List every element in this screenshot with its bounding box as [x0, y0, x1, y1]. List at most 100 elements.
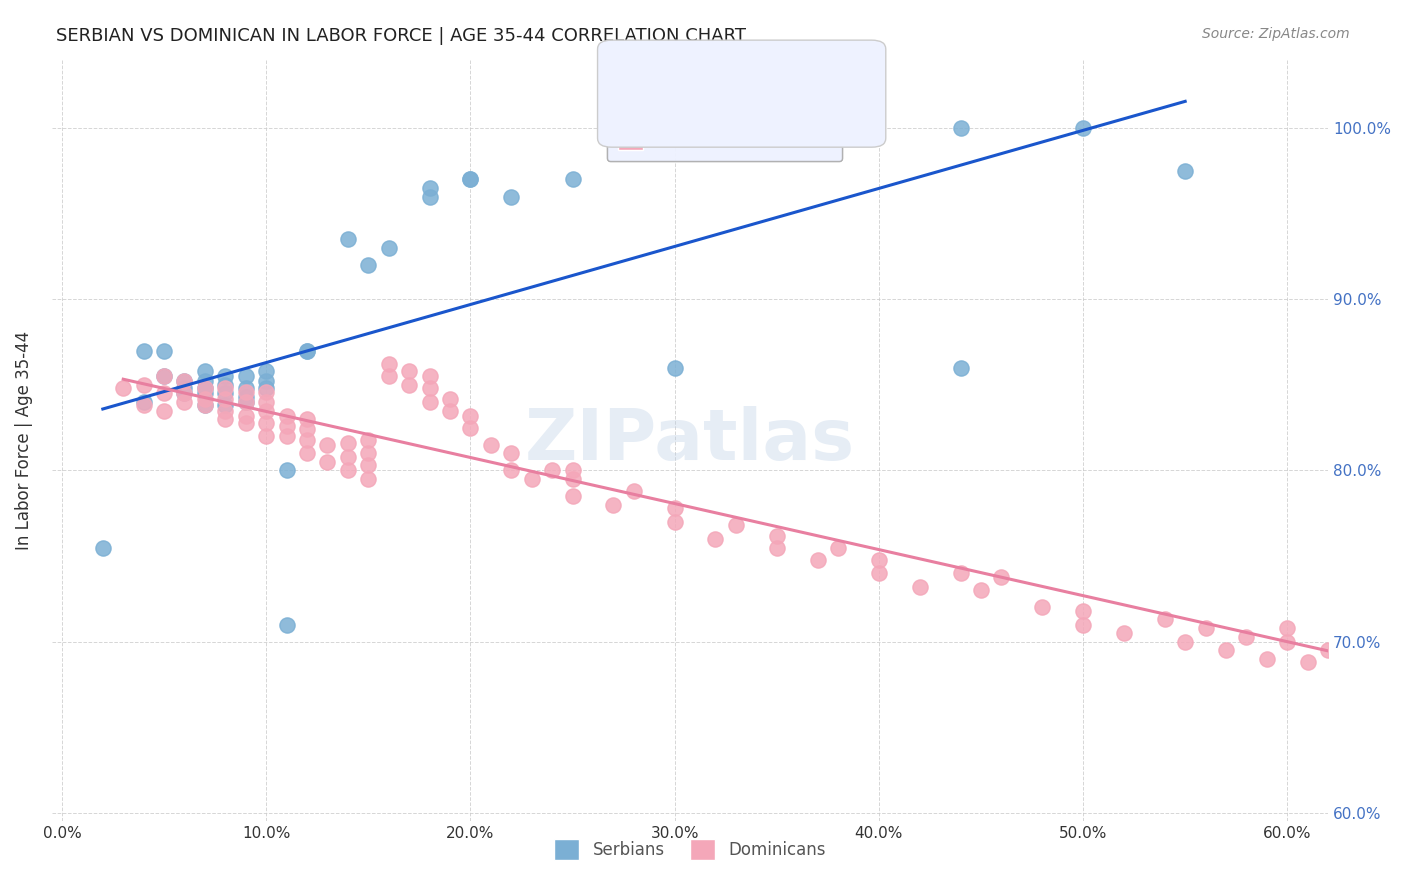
Point — [235, 384, 257, 399]
Point — [419, 181, 441, 195]
Point — [1296, 655, 1319, 669]
Point — [724, 518, 747, 533]
Point — [214, 386, 236, 401]
Point — [1174, 634, 1197, 648]
Point — [1194, 621, 1216, 635]
Point — [254, 403, 277, 417]
Point — [398, 364, 420, 378]
Point — [173, 375, 195, 389]
Point — [194, 399, 217, 413]
Point — [316, 438, 339, 452]
Point — [254, 375, 277, 389]
Point — [153, 343, 176, 358]
Point — [295, 412, 318, 426]
Point — [153, 386, 176, 401]
Point — [235, 369, 257, 384]
Point — [520, 472, 543, 486]
Point — [623, 483, 645, 498]
Point — [377, 357, 399, 371]
Legend: R =  0.474   N =  43, R = -0.104   N = 101: R = 0.474 N = 43, R = -0.104 N = 101 — [607, 91, 842, 161]
Point — [765, 541, 787, 555]
Point — [214, 399, 236, 413]
Point — [194, 386, 217, 401]
Point — [173, 375, 195, 389]
Point — [664, 360, 686, 375]
Point — [235, 390, 257, 404]
Point — [194, 375, 217, 389]
Point — [194, 381, 217, 395]
Point — [214, 377, 236, 392]
Point — [132, 343, 155, 358]
Point — [254, 395, 277, 409]
Point — [214, 369, 236, 384]
Point — [132, 399, 155, 413]
Text: ZIPatlas: ZIPatlas — [524, 406, 855, 475]
Point — [602, 498, 624, 512]
Point — [501, 446, 523, 460]
Point — [214, 412, 236, 426]
Point — [254, 416, 277, 430]
Point — [541, 463, 564, 477]
Point — [235, 395, 257, 409]
Point — [1153, 612, 1175, 626]
Point — [827, 541, 849, 555]
Point — [194, 392, 217, 406]
Point — [1174, 164, 1197, 178]
Point — [419, 189, 441, 203]
Point — [235, 416, 257, 430]
Point — [254, 384, 277, 399]
Point — [194, 399, 217, 413]
Point — [91, 541, 114, 555]
Point — [214, 403, 236, 417]
Point — [295, 343, 318, 358]
Point — [1317, 643, 1340, 657]
Point — [419, 395, 441, 409]
Point — [254, 381, 277, 395]
Point — [254, 364, 277, 378]
Point — [460, 409, 482, 423]
Point — [970, 583, 993, 598]
Point — [868, 552, 890, 566]
Point — [276, 617, 298, 632]
Point — [1378, 648, 1400, 663]
Point — [377, 369, 399, 384]
Point — [1277, 621, 1299, 635]
Point — [439, 403, 461, 417]
Point — [479, 438, 502, 452]
Point — [1277, 634, 1299, 648]
Point — [194, 381, 217, 395]
Point — [1071, 617, 1094, 632]
Point — [561, 172, 583, 186]
Text: SERBIAN VS DOMINICAN IN LABOR FORCE | AGE 35-44 CORRELATION CHART: SERBIAN VS DOMINICAN IN LABOR FORCE | AG… — [56, 27, 747, 45]
Point — [295, 422, 318, 436]
Point — [765, 528, 787, 542]
Point — [1337, 660, 1360, 674]
Point — [501, 189, 523, 203]
Point — [235, 395, 257, 409]
Point — [295, 343, 318, 358]
Y-axis label: In Labor Force | Age 35-44: In Labor Force | Age 35-44 — [15, 331, 32, 550]
Point — [336, 463, 359, 477]
Point — [316, 455, 339, 469]
Point — [1215, 643, 1237, 657]
Point — [235, 381, 257, 395]
Point — [173, 386, 195, 401]
Point — [336, 450, 359, 464]
Point — [153, 403, 176, 417]
Point — [336, 436, 359, 450]
Point — [460, 172, 482, 186]
Text: Source: ZipAtlas.com: Source: ZipAtlas.com — [1202, 27, 1350, 41]
Point — [1256, 652, 1278, 666]
Point — [295, 433, 318, 447]
Point — [173, 386, 195, 401]
Point — [419, 369, 441, 384]
Point — [276, 429, 298, 443]
Point — [561, 463, 583, 477]
Point — [357, 258, 380, 272]
Point — [398, 377, 420, 392]
Point — [173, 395, 195, 409]
Point — [664, 515, 686, 529]
Point — [153, 369, 176, 384]
Point — [194, 364, 217, 378]
Point — [357, 458, 380, 473]
